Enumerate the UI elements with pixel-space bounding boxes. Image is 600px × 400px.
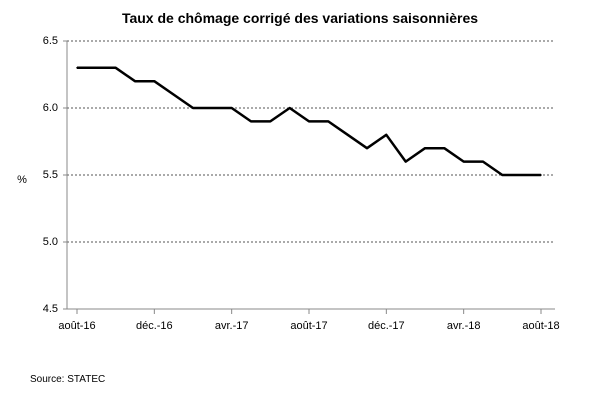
x-tick-label: déc.-17 — [368, 320, 405, 332]
x-tick-label: août-17 — [290, 320, 327, 332]
data-point — [443, 147, 446, 149]
series-layer — [76, 66, 542, 177]
data-point — [346, 134, 349, 136]
data-point — [76, 67, 78, 69]
x-tick-label: août-18 — [522, 320, 559, 332]
data-point — [288, 107, 291, 109]
y-tick-label: 6.5 — [43, 35, 58, 47]
source-note: Source: STATEC — [30, 374, 106, 385]
data-point — [327, 120, 330, 123]
data-point — [211, 107, 214, 109]
axes — [63, 40, 555, 314]
x-tick-label: avr.-17 — [215, 320, 249, 332]
x-tick-label: déc.-16 — [136, 320, 173, 332]
data-point — [366, 147, 368, 149]
y-axis-label: % — [17, 174, 27, 186]
x-tick-label: avr.-18 — [447, 320, 481, 332]
chart-title: Taux de chômage corrigé des variations s… — [121, 10, 479, 26]
x-tick-labels: août-16 déc.-16 avr.-17 août-17 déc.-17 avr.-… — [58, 320, 559, 332]
data-point — [385, 134, 388, 136]
data-point — [482, 160, 484, 163]
y-tick-label: 5.0 — [43, 236, 58, 248]
data-point — [404, 160, 407, 163]
x-tick-label: août-16 — [58, 320, 95, 332]
y-tick-label: 5.5 — [43, 169, 58, 181]
data-point — [153, 80, 156, 82]
data-point — [172, 93, 175, 96]
data-point — [134, 80, 136, 82]
data-point — [308, 120, 310, 123]
data-point — [114, 67, 117, 69]
y-tick-labels: 4.5 5.0 5.5 6.0 6.5 — [43, 35, 58, 315]
data-point — [95, 67, 98, 69]
gridlines — [67, 40, 555, 243]
data-point — [462, 160, 465, 163]
y-tick-label: 6.0 — [43, 102, 58, 114]
data-point — [269, 120, 272, 123]
data-point — [540, 174, 542, 176]
data-point — [250, 120, 252, 123]
data-point — [230, 107, 233, 109]
data-point — [424, 147, 426, 149]
y-tick-label: 4.5 — [43, 303, 58, 315]
data-point — [192, 107, 194, 109]
data-point — [501, 174, 504, 176]
data-point — [520, 174, 523, 176]
